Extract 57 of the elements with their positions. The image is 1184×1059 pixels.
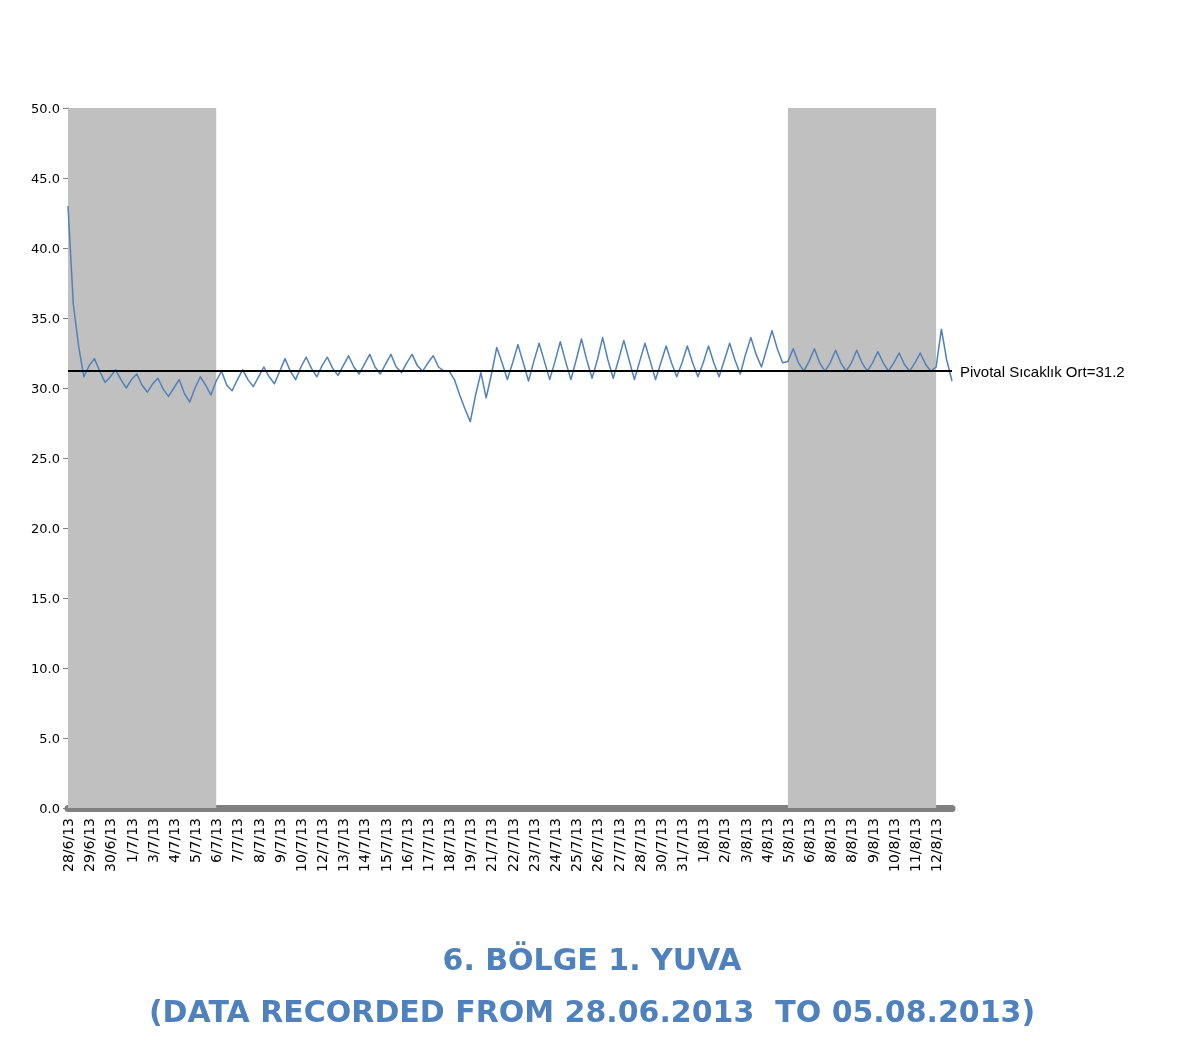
x-tick-label: 10/8/13 (885, 818, 902, 872)
y-tick-label: 20.0 (31, 520, 60, 536)
x-tick-label: 8/8/13 (822, 818, 839, 864)
x-tick-label: 8/7/13 (250, 818, 267, 864)
x-tick-label: 14/7/13 (356, 818, 373, 872)
x-tick-label: 30/6/13 (102, 818, 119, 872)
x-tick-label: 24/7/13 (546, 818, 563, 872)
x-tick-label: 26/7/13 (589, 818, 606, 872)
x-tick-label: 28/6/13 (60, 818, 76, 872)
text: (DATA RECORDED FROM 28.06.2013 TO 05.08.2013) (148, 993, 1036, 1029)
x-tick-label: 13/7/13 (335, 818, 352, 872)
x-tick-label: 22/7/13 (504, 818, 521, 872)
x-tick-label: 27/7/13 (610, 818, 627, 872)
x-tick-label: 1/7/13 (123, 818, 140, 864)
x-tick-label: 30/7/13 (652, 818, 669, 872)
x-tick-label: 29/6/13 (81, 818, 98, 872)
x-tick-label: 4/8/13 (758, 818, 775, 864)
y-tick-label: 25.0 (31, 450, 60, 466)
x-tick-label: 11/8/13 (906, 818, 923, 872)
x-tick-label: 12/7/13 (314, 818, 331, 872)
x-tick-label: 23/7/13 (525, 818, 542, 872)
x-tick-label: 17/7/13 (419, 818, 436, 872)
x-tick-label: 5/8/13 (779, 818, 796, 864)
x-tick-label: 10/7/13 (292, 818, 309, 872)
x-tick-label: 3/7/13 (144, 818, 161, 864)
x-tick-label: 3/8/13 (737, 818, 754, 864)
y-tick-label: 5.0 (39, 730, 60, 746)
x-tick-label: 12/8/13 (928, 818, 945, 872)
ref-line-label: Pivotal Sıcaklık Ort=31.2 (960, 362, 1125, 380)
x-tick-label: 16/7/13 (398, 818, 415, 872)
y-tick-label: 40.0 (31, 240, 60, 256)
x-tick-label: 15/7/13 (377, 818, 394, 872)
x-tick-label: 7/7/13 (229, 818, 246, 864)
x-tick-label: 6/8/13 (801, 818, 818, 864)
line-series (67, 205, 953, 423)
y-tick-label: 30.0 (31, 380, 60, 396)
y-tick-label: 50.0 (31, 100, 60, 116)
x-tick-label: 4/7/13 (165, 818, 182, 864)
x-tick-label: 25/7/13 (568, 818, 585, 872)
x-tick-label: 8/8/13 (843, 818, 860, 864)
x-tick-label: 9/7/13 (271, 818, 288, 864)
x-tick-label: 18/7/13 (441, 818, 458, 872)
x-tick-label: 31/7/13 (674, 818, 691, 872)
y-tick-label: 10.0 (31, 660, 60, 676)
x-tick-label: 21/7/13 (483, 818, 500, 872)
x-tick-label: 9/8/13 (864, 818, 881, 864)
y-tick-label: 35.0 (31, 310, 60, 326)
y-tick-label: 15.0 (31, 590, 60, 606)
x-tick-label: 5/7/13 (187, 818, 204, 864)
text: 6. BÖLGE 1. YUVA (442, 940, 743, 977)
x-tick-label: 28/7/13 (631, 818, 648, 872)
x-tick-label: 1/8/13 (695, 818, 712, 864)
x-tick-label: 19/7/13 (462, 818, 479, 872)
x-tick-label: 2/8/13 (716, 818, 733, 864)
x-tick-label: 6/7/13 (208, 818, 225, 864)
y-tick-label: 45.0 (31, 170, 60, 186)
y-tick-label: 0.0 (39, 800, 60, 816)
